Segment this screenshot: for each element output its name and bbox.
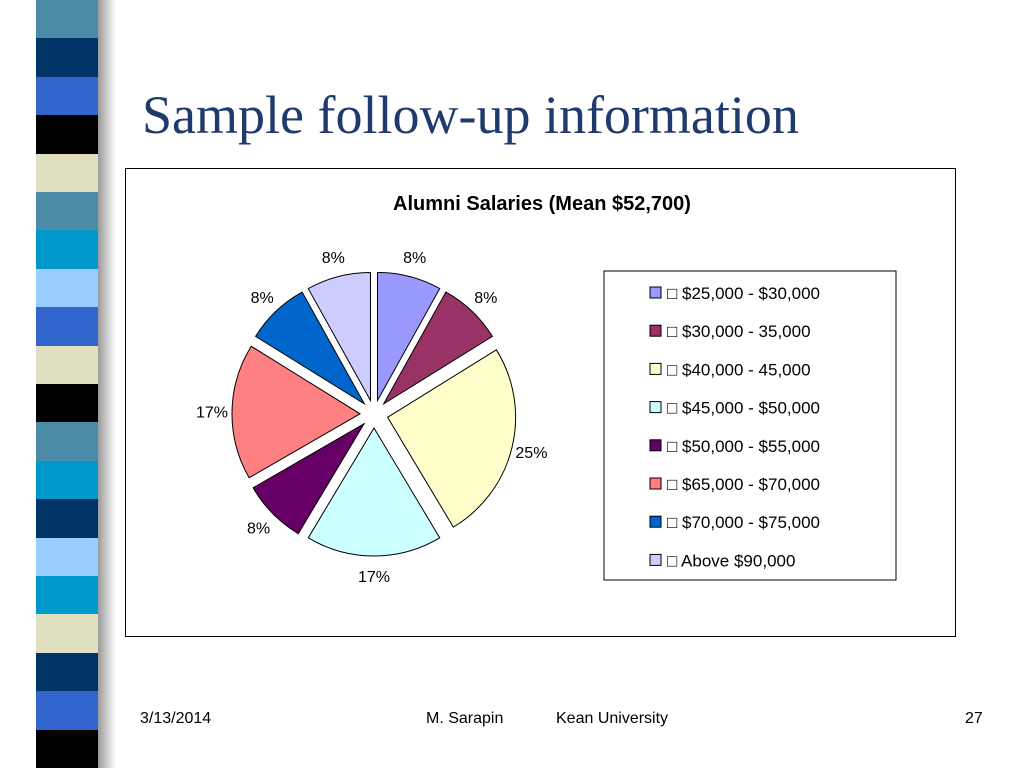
pie-data-label: 8% (474, 290, 497, 307)
pie-slice (382, 291, 494, 406)
pie-slice (307, 427, 441, 557)
pie-data-label: 8% (403, 250, 426, 267)
chart-frame: Alumni Salaries (Mean $52,700) 8% 8% 25% 17… (125, 168, 956, 637)
legend-label: □ Above $90,000 (667, 551, 795, 570)
pie-data-label: 25% (515, 445, 547, 462)
legend-swatch (649, 515, 662, 528)
pie-data-label: 8% (247, 521, 270, 538)
strip-band (36, 460, 98, 501)
legend-label: □ $70,000 - $75,000 (667, 513, 820, 532)
legend-swatch (649, 439, 662, 452)
decorative-strip-shadow (98, 0, 116, 768)
strip-band (36, 384, 98, 424)
footer-page-number: 27 (965, 710, 983, 727)
pie-slice (307, 271, 371, 403)
legend-label: □ $25,000 - $30,000 (667, 284, 820, 303)
legend-swatch (649, 477, 662, 490)
footer-author: M. Sarapin (426, 710, 504, 727)
strip-band (36, 268, 98, 309)
strip-band (36, 537, 98, 577)
pie-slice (252, 422, 366, 535)
pie-data-labels: 8% 8% 25% 17% 8% 17% 8% 8% (196, 250, 547, 586)
legend-swatch (649, 362, 662, 375)
legend-label: □ $45,000 - $50,000 (667, 399, 820, 418)
pie-chart: Alumni Salaries (Mean $52,700) 8% 8% 25% 17… (196, 193, 897, 586)
legend-swatch (649, 553, 662, 566)
pie-slice (254, 291, 366, 406)
legend-box (603, 270, 897, 581)
footer-organization: Kean University (556, 710, 669, 727)
strip-band (36, 0, 98, 40)
pie-data-label: 17% (358, 569, 390, 586)
strip-band (36, 345, 98, 385)
strip-band (36, 729, 98, 768)
strip-band (36, 652, 98, 693)
legend-swatch (649, 324, 662, 337)
chart-title: Alumni Salaries (Mean $52,700) (393, 193, 691, 215)
pie-data-label: 17% (196, 404, 228, 421)
strip-band (36, 76, 98, 117)
strip-band (36, 691, 98, 731)
legend-label: □ $50,000 - $55,000 (667, 437, 820, 456)
legend-label: □ $30,000 - 35,000 (667, 322, 811, 341)
legend-swatch (649, 286, 662, 299)
strip-band (36, 614, 98, 654)
strip-band (36, 115, 98, 155)
strip-band (36, 153, 98, 193)
strip-band (36, 192, 98, 232)
strip-band (36, 499, 98, 539)
pie-slices (231, 271, 517, 557)
strip-band (36, 230, 98, 270)
legend-label: □ $65,000 - $70,000 (667, 475, 820, 494)
pie-slice (231, 345, 361, 479)
pie-slice (386, 349, 517, 528)
slide-title: Sample follow-up information (142, 85, 799, 145)
strip-band (36, 307, 98, 347)
strip-band (36, 576, 98, 616)
legend-label: □ $40,000 - 45,000 (667, 360, 811, 379)
legend-swatch (649, 401, 662, 414)
pie-data-label: 8% (251, 290, 274, 307)
pie-data-label: 8% (322, 250, 345, 267)
decorative-side-strip (36, 0, 98, 768)
chart-legend: □ $25,000 - $30,000 □ $30,000 - 35,000 □ $… (603, 270, 897, 581)
strip-band (36, 422, 98, 462)
pie-slice (377, 271, 441, 403)
footer-date: 3/13/2014 (140, 710, 212, 727)
strip-band (36, 38, 98, 78)
